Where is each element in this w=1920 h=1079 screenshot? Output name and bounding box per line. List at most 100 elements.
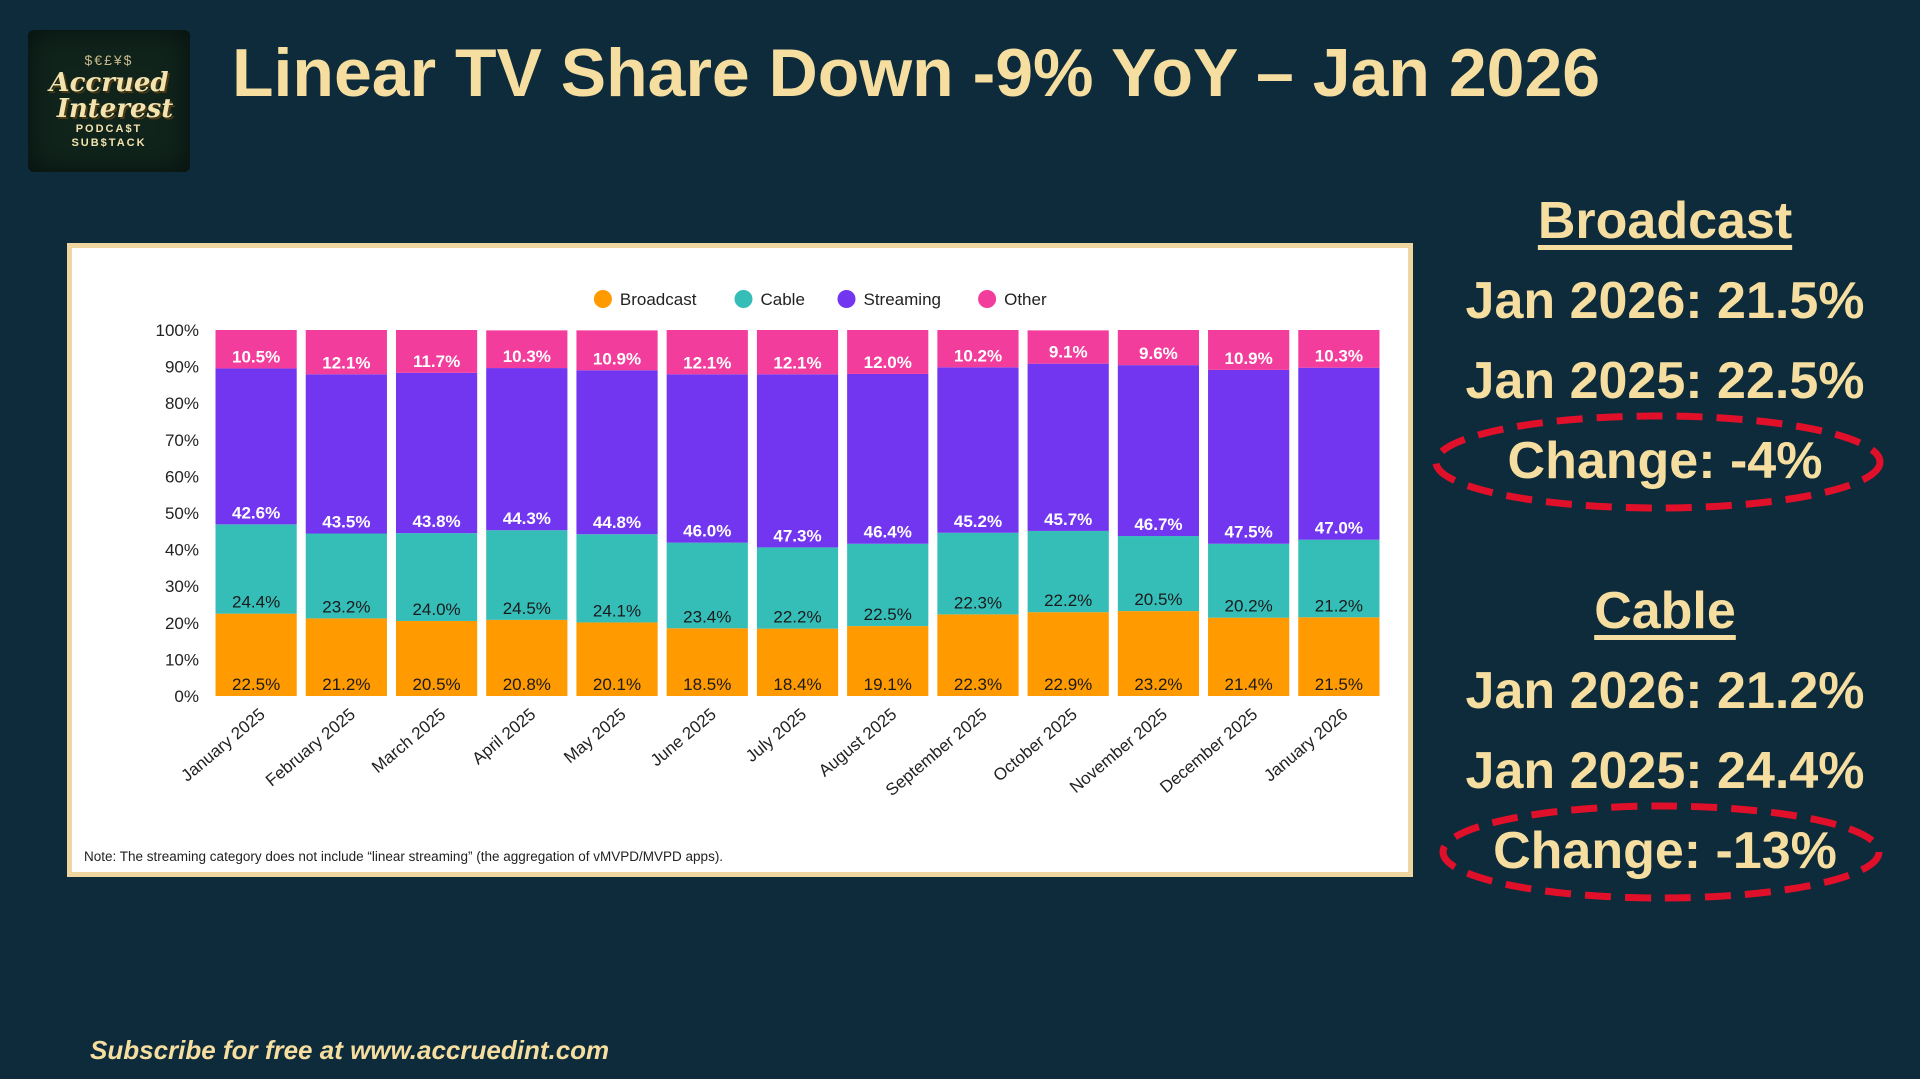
bar-segment-other	[666, 330, 748, 375]
bar-segment-cable	[666, 542, 748, 629]
bar-segment-cable	[1208, 543, 1290, 618]
data-label: 11.7%	[413, 352, 460, 371]
data-label: 47.5%	[1225, 523, 1273, 542]
data-label: 22.3%	[954, 675, 1002, 694]
data-label: 24.5%	[503, 599, 551, 618]
data-label: 22.9%	[1044, 675, 1092, 694]
data-label: 10.9%	[1225, 349, 1273, 368]
x-tick-label: August 2025	[815, 705, 900, 781]
data-label: 20.2%	[1225, 597, 1273, 616]
footer-subscribe[interactable]: Subscribe for free at www.accruedint.com	[90, 1035, 610, 1065]
broadcast-summary: Broadcast Jan 2026: 21.5% Jan 2025: 22.5…	[1432, 186, 1890, 512]
data-label: 47.3%	[773, 526, 821, 545]
y-tick-label: 0%	[174, 687, 199, 706]
data-label: 12.1%	[773, 353, 821, 372]
x-tick-label: October 2025	[990, 705, 1081, 786]
data-label: 10.3%	[503, 347, 551, 366]
data-label: 22.5%	[232, 675, 280, 694]
data-label: 22.3%	[954, 593, 1002, 612]
y-tick-label: 30%	[165, 577, 199, 596]
data-label: 9.1%	[1049, 343, 1088, 362]
bar-segment-other	[215, 330, 297, 369]
cable-change-highlight: Change: -13%	[1439, 802, 1883, 902]
bar-segment-streaming	[486, 368, 568, 531]
bar-segment-cable	[756, 547, 839, 629]
bar-segment-other	[847, 330, 929, 374]
cable-heading: Cable	[1594, 582, 1736, 640]
broadcast-change-highlight: Change: -4%	[1432, 412, 1884, 512]
bar-segment-broadcast	[756, 628, 839, 696]
legend-label: Other	[1004, 290, 1047, 309]
data-label: 9.6%	[1139, 344, 1178, 363]
bar-segment-broadcast	[1208, 617, 1290, 696]
bar-segment-other	[395, 330, 478, 373]
data-label: 19.1%	[864, 675, 912, 694]
bar-segment-other	[1298, 330, 1380, 368]
data-label: 47.0%	[1315, 519, 1363, 538]
bar-segment-streaming	[305, 374, 387, 534]
x-tick-label: January 2025	[178, 705, 269, 786]
data-label: 23.4%	[683, 607, 731, 626]
cable-current: Jan 2026: 21.2%	[1465, 662, 1865, 720]
data-label: 22.2%	[1044, 591, 1092, 610]
data-label: 21.4%	[1225, 675, 1273, 694]
bar-segment-streaming	[576, 370, 658, 535]
data-label: 23.2%	[1134, 675, 1182, 694]
data-label: 18.4%	[773, 675, 821, 694]
data-label: 22.5%	[864, 605, 912, 624]
bar-segment-broadcast	[1298, 617, 1380, 696]
bar-segment-streaming	[1117, 365, 1200, 537]
bar-segment-broadcast	[937, 614, 1019, 696]
x-tick-label: July 2025	[742, 705, 810, 766]
logo: $€£¥$ Accrued Interest PODCA$T SUB$TACK	[28, 30, 190, 172]
bar-segment-cable	[215, 524, 297, 614]
bar-segment-cable	[486, 530, 568, 620]
data-label: 12.0%	[864, 353, 912, 372]
data-label: 20.5%	[1134, 590, 1182, 609]
broadcast-change: Change: -4%	[1507, 432, 1823, 490]
data-label: 45.2%	[954, 512, 1002, 531]
bar-segment-broadcast	[215, 613, 297, 696]
data-label: 20.1%	[593, 675, 641, 694]
bar-segment-cable	[395, 533, 478, 621]
bar-segment-streaming	[756, 374, 839, 548]
logo-line-1: Accrued	[49, 68, 169, 98]
data-label: 45.7%	[1044, 510, 1092, 529]
logo-line-3: PODCA$T	[75, 123, 143, 135]
y-tick-label: 60%	[165, 467, 199, 486]
y-tick-label: 70%	[165, 431, 199, 450]
data-label: 20.8%	[503, 675, 551, 694]
bar-segment-other	[756, 330, 839, 375]
chart-note: Note: The streaming category does not in…	[84, 849, 723, 864]
data-label: 46.4%	[864, 523, 912, 542]
page-title: Linear TV Share Down -9% YoY – Jan 2026	[232, 35, 1601, 111]
data-label: 44.3%	[503, 509, 551, 528]
data-label: 18.5%	[683, 675, 731, 694]
data-label: 10.9%	[593, 349, 641, 368]
bar-segment-streaming	[666, 374, 748, 543]
bar-segment-broadcast	[486, 619, 568, 696]
bar-segment-broadcast	[1027, 612, 1109, 696]
x-tick-label: January 2026	[1260, 705, 1351, 786]
data-label: 46.0%	[683, 522, 731, 541]
cable-prior: Jan 2025: 24.4%	[1465, 742, 1865, 800]
data-label: 43.8%	[412, 512, 460, 531]
y-tick-label: 40%	[165, 541, 199, 560]
data-label: 46.7%	[1134, 515, 1182, 534]
coins-icon: $€£¥$	[84, 52, 134, 68]
legend-marker	[978, 290, 997, 308]
data-label: 42.6%	[232, 503, 280, 522]
data-label: 21.5%	[1315, 675, 1363, 694]
bar-segment-broadcast	[847, 626, 929, 696]
bar-segment-broadcast	[1117, 611, 1200, 696]
chart-frame: 0% 10% 20% 30% 40% 50% 60% 70% 80% 90% 100% Broadca…	[67, 243, 1413, 877]
bar-segment-streaming	[1298, 367, 1380, 540]
data-label: 12.1%	[683, 353, 731, 372]
data-label: 20.5%	[412, 675, 460, 694]
data-label: 23.2%	[322, 597, 370, 616]
bar-segment-other	[937, 330, 1019, 368]
bar-segment-streaming	[847, 373, 929, 544]
broadcast-current: Jan 2026: 21.5%	[1465, 272, 1865, 330]
bar-segment-streaming	[1027, 363, 1109, 531]
data-label: 22.2%	[773, 608, 821, 627]
